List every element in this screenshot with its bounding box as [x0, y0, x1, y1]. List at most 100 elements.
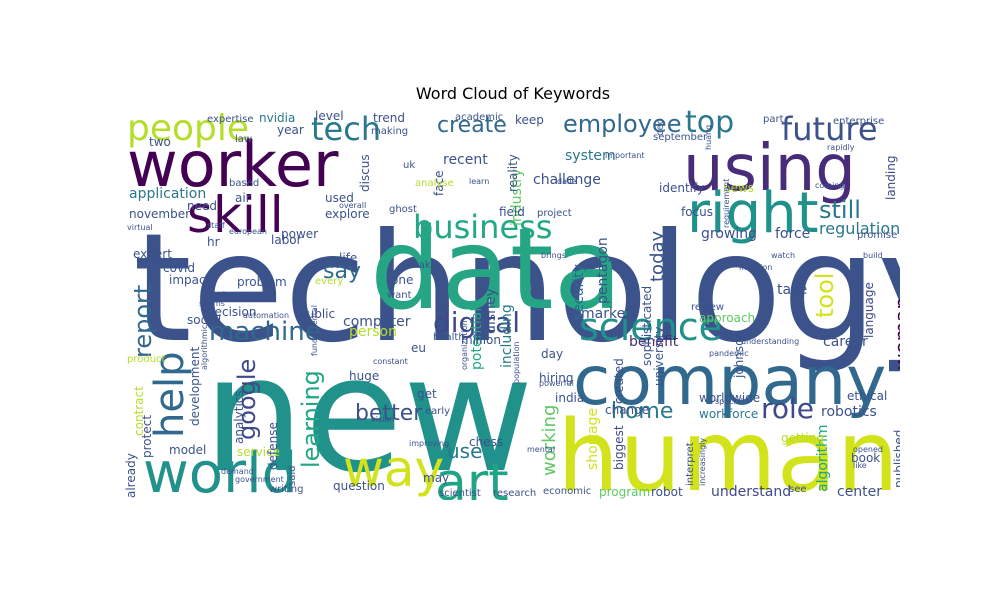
word-hr: hr — [207, 235, 220, 249]
word-level: level — [315, 109, 344, 123]
word-language: language — [862, 282, 876, 338]
word-day: day — [541, 347, 563, 361]
word-two: two — [149, 135, 171, 149]
word-future: future — [781, 110, 878, 148]
word-making: making — [371, 126, 408, 137]
word-powerful: powerful — [539, 379, 574, 388]
word-home: home — [611, 399, 673, 424]
word-security: security — [571, 264, 587, 320]
word-role: role — [761, 392, 814, 425]
word-nvidia: nvidia — [259, 111, 295, 125]
word-requirement: requirement — [722, 179, 731, 228]
word-public: public — [299, 307, 335, 321]
word-build: build — [863, 251, 883, 260]
word-machine: machine — [209, 317, 321, 347]
word-health: health — [433, 332, 465, 343]
word-want: want — [387, 290, 412, 301]
word-system: system — [565, 148, 616, 164]
word-biggest: biggest — [612, 425, 626, 470]
word-approach: approach — [699, 311, 755, 325]
word-make: make — [409, 260, 436, 271]
word-regulation: regulation — [819, 219, 900, 238]
word-part: part — [763, 114, 784, 125]
word-life: life — [339, 251, 357, 265]
word-center: center — [837, 484, 882, 500]
word-university: university — [652, 327, 666, 386]
word-understand: understand — [711, 484, 791, 500]
word-virtual: virtual — [127, 223, 153, 232]
word-best: best — [201, 289, 227, 303]
word-ghost: ghost — [389, 204, 417, 215]
word-november: november — [129, 207, 190, 221]
word-shortage: shortage — [585, 408, 601, 470]
word-hiring: hiring — [539, 371, 573, 385]
word-help: help — [147, 352, 193, 438]
word-create: create — [437, 113, 507, 138]
word-today: today — [647, 230, 668, 282]
word-labor: labor — [271, 233, 302, 247]
word-workforce: workforce — [699, 407, 758, 421]
word-expertise: expertise — [207, 114, 254, 125]
word-employee: employee — [563, 110, 681, 138]
word-skill: skill — [187, 186, 284, 244]
word-news: news — [723, 181, 754, 195]
word-worker: worker — [127, 128, 339, 201]
word-rapidly: rapidly — [827, 143, 855, 152]
word-data: data — [370, 205, 622, 335]
word-question: question — [333, 479, 385, 493]
word-organization: organization — [460, 320, 469, 370]
word-algorithm: algorithm — [815, 424, 831, 492]
word-based: based — [229, 178, 259, 189]
word-huang: huang — [704, 125, 713, 150]
word-used: used — [325, 191, 354, 205]
word-disney: disney — [483, 288, 499, 334]
word-understanding: understanding — [741, 337, 799, 346]
word-project: project — [537, 208, 572, 219]
word-research: research — [493, 488, 536, 499]
word-industry: industry — [509, 169, 525, 226]
word-digital: digital — [433, 306, 520, 339]
word-social: social — [187, 313, 221, 327]
word-like: like — [853, 461, 867, 470]
word-brings: brings — [541, 251, 566, 260]
word-published: published — [892, 430, 900, 488]
word-population: population — [512, 341, 521, 384]
word-analyse: analyse — [415, 178, 454, 189]
word-covid: covid — [163, 261, 195, 275]
word-impact: impact — [169, 273, 211, 287]
word-still: still — [819, 196, 861, 224]
word-protect: protect — [140, 415, 154, 458]
word-overall: overall — [339, 201, 366, 210]
word-way: way — [343, 440, 444, 498]
word-new: new — [203, 321, 534, 500]
word-important: important — [605, 151, 645, 160]
word-law: law — [235, 134, 252, 145]
word-decision: decision — [207, 305, 256, 319]
word-dalle: dalle — [557, 177, 576, 186]
word-created: created — [612, 358, 626, 404]
word-fundamental: fundamental — [310, 305, 319, 356]
word-science: science — [579, 305, 722, 349]
word-discus: discus — [358, 154, 372, 192]
word-world: world — [143, 441, 297, 500]
word-problem: problem — [237, 275, 287, 289]
word-identify: identify — [659, 181, 704, 195]
word-increasingly: increasingly — [698, 438, 707, 486]
word-ceo: ceo — [655, 118, 666, 136]
word-computer: computer — [343, 314, 411, 330]
word-report: report — [129, 285, 157, 358]
word-cloud: technology new data human company worker using… — [125, 108, 900, 500]
word-improving: improving — [409, 439, 449, 448]
word-scientist: scientist — [439, 488, 481, 499]
word-million: million — [461, 333, 501, 347]
word-including: including — [499, 304, 515, 368]
word-mental: mental — [527, 445, 555, 454]
word-business: business — [413, 208, 552, 246]
word-person: person — [349, 324, 397, 340]
word-india: india — [555, 391, 584, 405]
word-seems: seems — [199, 299, 225, 308]
word-learning: learning — [297, 370, 325, 468]
word-european: european — [229, 227, 267, 236]
word-use: use — [447, 439, 482, 463]
